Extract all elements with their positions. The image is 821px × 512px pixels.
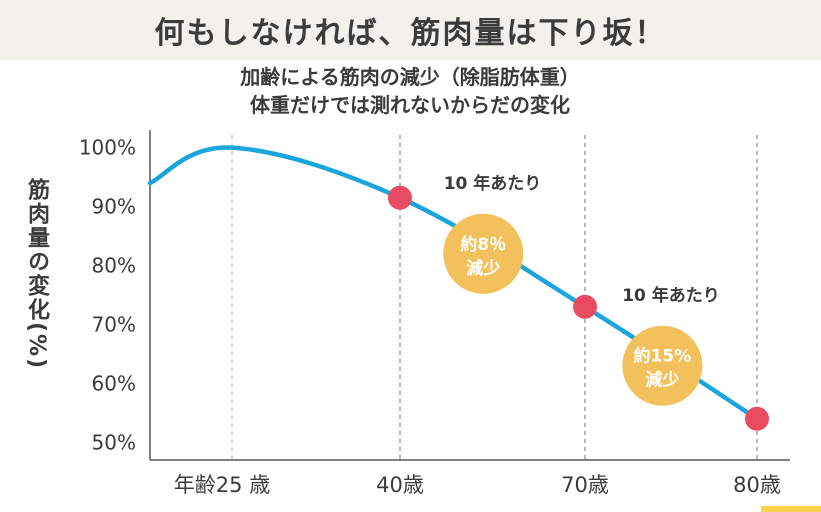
y-tick-label: 90% — [92, 195, 136, 219]
annotation-text: 10 年あたり — [622, 285, 720, 306]
banner-title: 何もしなければ、筋肉量は下り坂！ — [154, 16, 667, 51]
badge-label: 減少 — [466, 258, 500, 279]
annotation-text: 10 年あたり — [444, 173, 542, 194]
badge-circle — [622, 325, 703, 406]
data-point-marker — [573, 294, 597, 319]
chart-title-line-2: 体重だけでは測れないからだの変化 — [250, 93, 570, 117]
x-tick-label: 80歳 — [733, 473, 781, 497]
x-tick-labels: 年齢25 歳 40歳 70歳 80歳 — [174, 473, 781, 497]
chart-title-line-1: 加齢による筋肉の減少（除脂肪体重） — [240, 65, 580, 89]
data-point-marker — [388, 185, 412, 210]
badge-value: 約8％ — [460, 234, 506, 255]
y-tick-label: 70% — [92, 312, 136, 336]
markers — [388, 185, 769, 431]
corner-accent — [761, 506, 821, 512]
badge-value: 約15% — [634, 346, 692, 367]
y-tick-label: 80% — [92, 254, 136, 278]
y-axis-label: 筋肉量の変化(%) — [24, 178, 49, 371]
banner: 何もしなければ、筋肉量は下り坂！ — [0, 0, 821, 60]
x-tick-label: 年齢25 歳 — [174, 473, 270, 497]
x-tick-label: 70歳 — [561, 473, 609, 497]
x-tick-label: 40歳 — [376, 473, 424, 497]
data-point-marker — [745, 406, 769, 431]
badge-circle — [443, 213, 524, 294]
y-tick-label: 100% — [79, 136, 136, 160]
y-tick-label: 60% — [92, 371, 136, 395]
y-tick-labels: 100% 90% 80% 70% 60% 50% — [79, 136, 136, 455]
y-tick-label: 50% — [92, 430, 136, 454]
badge-label: 減少 — [645, 370, 679, 391]
annotations: 10 年あたり 10 年あたり — [444, 173, 720, 306]
